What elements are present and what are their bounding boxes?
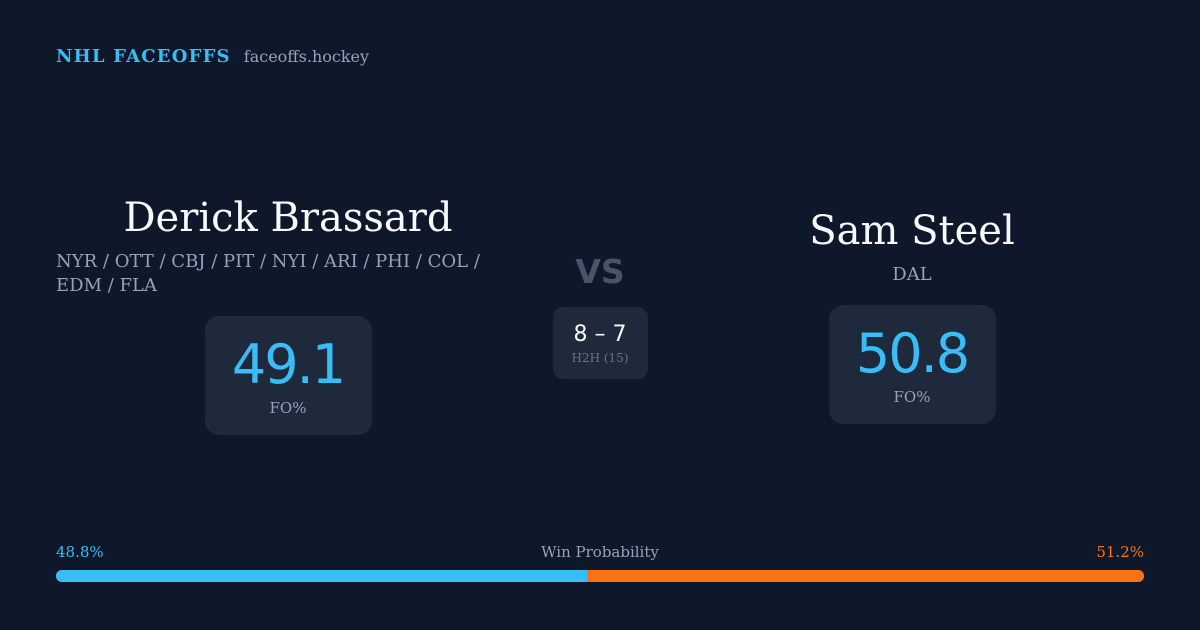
win-probability-title: Win Probability	[541, 543, 659, 561]
site-title: NHL FACEOFFS	[56, 46, 231, 67]
win-probability-header: 48.8% Win Probability 51.2%	[56, 543, 1144, 563]
site-url: faceoffs.hockey	[243, 47, 370, 66]
player-left-stat-card: 49.1 FO%	[204, 316, 372, 435]
player-left-fo-value: 49.1	[231, 332, 346, 396]
player-right-panel: Sam Steel DAL 50.8 FO%	[700, 207, 1124, 424]
win-probability-left-value: 48.8%	[56, 543, 104, 561]
player-left-teams: NYR / OTT / CBJ / PIT / NYI / ARI / PHI …	[56, 251, 480, 296]
h2h-card: 8 – 7 H2H (15)	[552, 307, 648, 379]
player-right-fo-label: FO%	[893, 387, 931, 406]
vs-label: VS	[575, 252, 625, 291]
versus-block: VS 8 – 7 H2H (15)	[540, 252, 660, 379]
win-probability-right-fill	[586, 570, 1144, 582]
win-probability-right-value: 51.2%	[1096, 543, 1144, 561]
player-right-name: Sam Steel	[809, 208, 1015, 254]
player-right-teams: DAL	[892, 264, 932, 285]
player-right-fo-value: 50.8	[855, 321, 970, 385]
player-left-panel: Derick Brassard NYR / OTT / CBJ / PIT / …	[56, 194, 520, 435]
player-right-stat-card: 50.8 FO%	[828, 305, 996, 424]
win-probability-bar	[56, 570, 1144, 582]
win-probability-left-fill	[56, 570, 587, 582]
h2h-score: 8 – 7	[573, 322, 627, 347]
h2h-label: H2H (15)	[571, 351, 629, 365]
player-left-name: Derick Brassard	[123, 195, 453, 241]
brand-header: NHL FACEOFFS faceoffs.hockey	[56, 46, 369, 67]
player-left-fo-label: FO%	[269, 398, 307, 417]
